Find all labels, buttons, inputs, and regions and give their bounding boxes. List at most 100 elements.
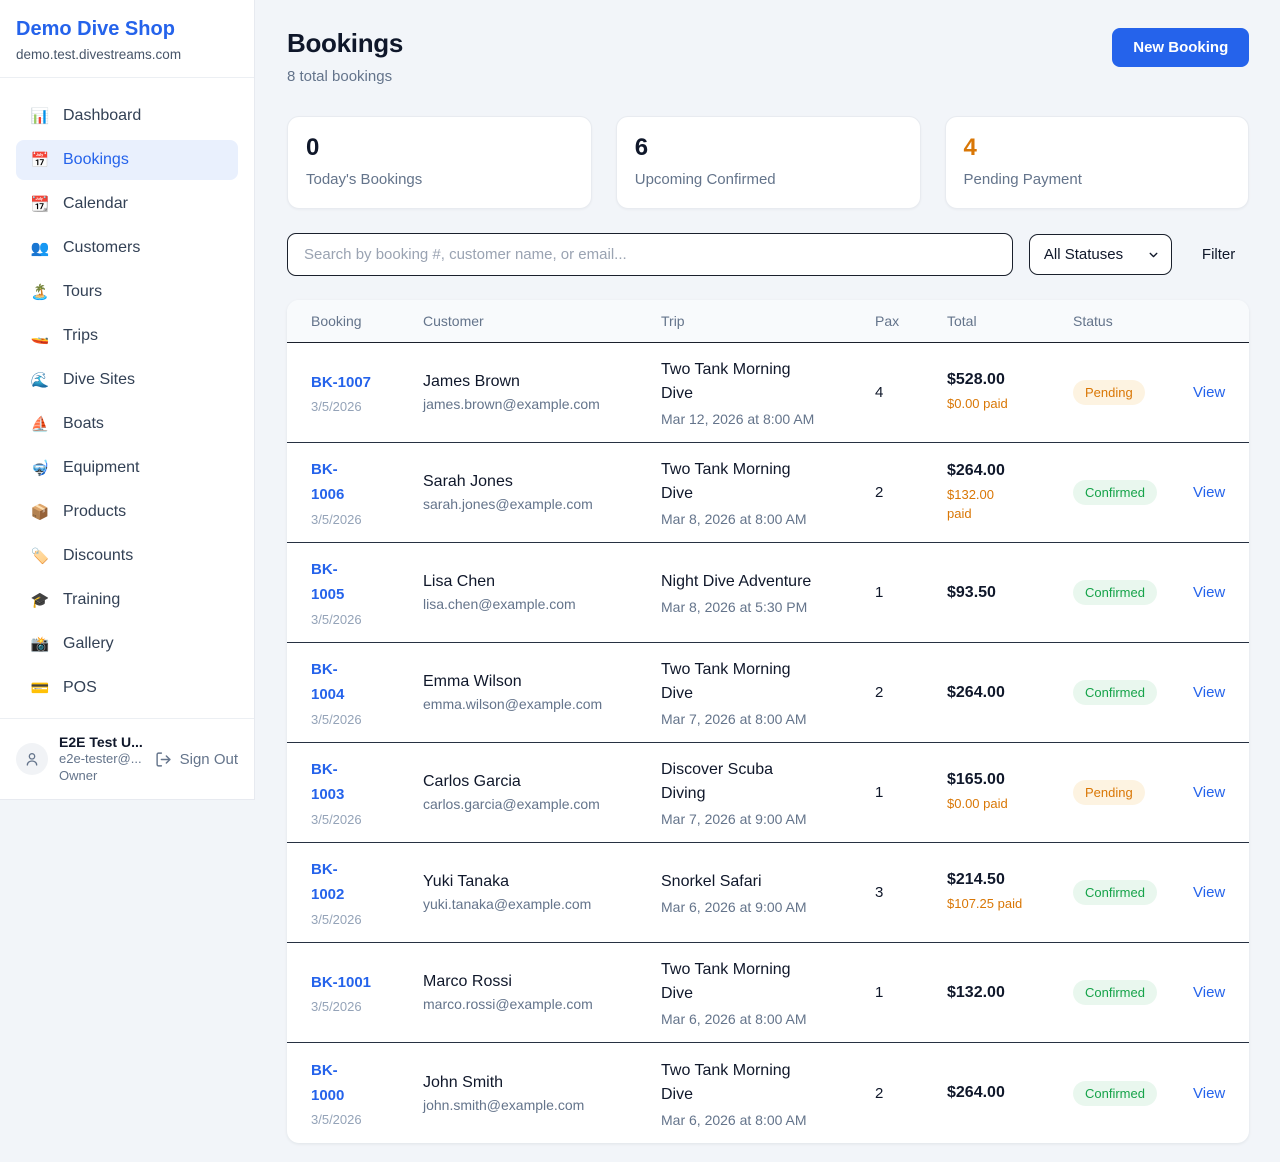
sidebar-item-training[interactable]: 🎓 Training bbox=[16, 580, 238, 620]
table-row: BK-1007 3/5/2026 James Brown james.brown… bbox=[287, 343, 1250, 443]
sidebar-item-gallery[interactable]: 📸 Gallery bbox=[16, 624, 238, 664]
customer-name: John Smith bbox=[423, 1073, 504, 1091]
status-select[interactable]: All Statuses bbox=[1028, 234, 1172, 275]
sidebar-item-label: POS bbox=[63, 679, 97, 696]
new-booking-button[interactable]: New Booking bbox=[1112, 28, 1250, 67]
sidebar-item-boats[interactable]: ⛵ Boats bbox=[16, 404, 238, 444]
customer-email: sarah.jones@example.com bbox=[423, 496, 593, 512]
sign-out-label: Sign Out bbox=[179, 750, 238, 768]
app-domain: demo.test.divestreams.com bbox=[16, 47, 182, 62]
customer-email: john.smith@example.com bbox=[423, 1096, 585, 1113]
pax-count: 4 bbox=[875, 384, 884, 401]
column-header-status: Status bbox=[1073, 313, 1113, 329]
sidebar-item-equipment[interactable]: 🤿 Equipment bbox=[16, 448, 238, 488]
sidebar-item-customers[interactable]: 👥 Customers bbox=[16, 228, 238, 268]
sidebar-item-tours[interactable]: 🏝️ Tours bbox=[16, 272, 238, 312]
trip-name: Two Tank Morning Dive bbox=[661, 661, 791, 702]
booking-id-link[interactable]: BK-1007 bbox=[311, 373, 372, 391]
trip-datetime: Mar 8, 2026 at 8:00 AM bbox=[661, 511, 807, 527]
status-badge: Confirmed bbox=[1073, 580, 1157, 605]
total-amount: $214.50 bbox=[947, 871, 1005, 889]
paid-amount: $107.25 paid bbox=[947, 896, 1023, 912]
booking-date: 3/5/2026 bbox=[311, 811, 362, 827]
table-row: BK-1001 3/5/2026 Marco Rossi marco.rossi… bbox=[287, 943, 1250, 1043]
sidebar-item-bookings[interactable]: 📅 Bookings bbox=[16, 140, 238, 180]
total-amount: $165.00 bbox=[947, 771, 1005, 789]
trip-name: Snorkel Safari bbox=[661, 873, 762, 890]
view-link[interactable]: View bbox=[1193, 484, 1226, 501]
sidebar-item-pos[interactable]: 💳 POS bbox=[16, 668, 238, 708]
stat-card-upcoming-confirmed: 6 Upcoming Confirmed bbox=[615, 116, 921, 209]
pax-count: 1 bbox=[875, 584, 884, 601]
total-amount: $528.00 bbox=[947, 371, 1005, 389]
booking-id-link[interactable]: BK- 1003 bbox=[311, 761, 345, 803]
gallery-icon: 📸 bbox=[30, 636, 50, 653]
status-select-wrap: All Statuses bbox=[1028, 234, 1172, 275]
sidebar-item-dashboard[interactable]: 📊 Dashboard bbox=[16, 96, 238, 136]
booking-date: 3/5/2026 bbox=[311, 911, 362, 927]
view-link[interactable]: View bbox=[1193, 984, 1226, 1001]
calendar-icon: 📆 bbox=[30, 196, 50, 213]
table-row: BK- 1000 3/5/2026 John Smith john.smith@… bbox=[287, 1043, 1249, 1143]
sign-out-icon bbox=[155, 751, 172, 768]
stat-card-pending-payment: 4 Pending Payment bbox=[944, 116, 1250, 209]
booking-id-link[interactable]: BK- 1000 bbox=[311, 1061, 345, 1104]
sidebar-item-label: Calendar bbox=[63, 195, 128, 212]
booking-date: 3/5/2026 bbox=[311, 999, 362, 1015]
customer-email: emma.wilson@example.com bbox=[423, 696, 603, 712]
customer-email: carlos.garcia@example.com bbox=[423, 796, 600, 812]
sidebar-item-calendar[interactable]: 📆 Calendar bbox=[16, 184, 238, 224]
filter-button[interactable]: Filter bbox=[1201, 246, 1236, 263]
user-name: E2E Test U... bbox=[59, 734, 143, 751]
view-link[interactable]: View bbox=[1193, 1084, 1226, 1102]
view-link[interactable]: View bbox=[1193, 584, 1226, 601]
trip-name: Night Dive Adventure bbox=[661, 573, 812, 590]
booking-id-link[interactable]: BK-1001 bbox=[311, 973, 372, 991]
sidebar-item-trips[interactable]: 🚤 Trips bbox=[16, 316, 238, 356]
stat-label: Pending Payment bbox=[963, 171, 1082, 188]
search-input[interactable] bbox=[287, 233, 1013, 276]
booking-id-link[interactable]: BK- 1006 bbox=[311, 461, 345, 503]
stat-value: 0 bbox=[306, 134, 320, 161]
sidebar-item-label: Discounts bbox=[63, 547, 134, 564]
table-row: BK- 1005 3/5/2026 Lisa Chen lisa.chen@ex… bbox=[287, 543, 1250, 643]
sidebar-item-discounts[interactable]: 🏷️ Discounts bbox=[16, 536, 238, 576]
trip-name: Two Tank Morning Dive bbox=[661, 361, 791, 402]
stat-label: Today's Bookings bbox=[306, 171, 423, 188]
paid-amount: $0.00 paid bbox=[947, 796, 1008, 812]
sidebar-item-label: Bookings bbox=[63, 151, 129, 168]
view-link[interactable]: View bbox=[1193, 784, 1226, 801]
sidebar-item-dive-sites[interactable]: 🌊 Dive Sites bbox=[16, 360, 238, 400]
user-icon bbox=[24, 751, 40, 767]
customer-name: Yuki Tanaka bbox=[423, 873, 509, 890]
trip-datetime: Mar 12, 2026 at 8:00 AM bbox=[661, 411, 815, 427]
booking-id-link[interactable]: BK- 1002 bbox=[311, 861, 345, 903]
trip-name: Two Tank Morning Dive bbox=[661, 961, 791, 1002]
trip-name: Discover Scuba Diving bbox=[661, 761, 774, 802]
main-content: Bookings 8 total bookings New Booking 0 … bbox=[255, 0, 1280, 1143]
pax-count: 1 bbox=[875, 984, 884, 1001]
customer-name: James Brown bbox=[423, 373, 520, 390]
sign-out-button[interactable]: Sign Out bbox=[155, 751, 238, 768]
trip-name: Two Tank Morning Dive bbox=[661, 1061, 791, 1103]
customer-name: Emma Wilson bbox=[423, 673, 522, 690]
stats-row: 0 Today's Bookings 6 Upcoming Confirmed … bbox=[287, 116, 1250, 209]
view-link[interactable]: View bbox=[1193, 684, 1226, 701]
view-link[interactable]: View bbox=[1193, 384, 1226, 401]
booking-id-link[interactable]: BK- 1004 bbox=[311, 661, 345, 703]
sidebar-item-label: Equipment bbox=[63, 459, 140, 476]
table-header: Booking Customer Trip Pax Total Status bbox=[287, 300, 1250, 343]
table-row: BK- 1006 3/5/2026 Sarah Jones sarah.jone… bbox=[287, 443, 1250, 543]
status-badge: Confirmed bbox=[1073, 1080, 1157, 1106]
booking-id-link[interactable]: BK- 1005 bbox=[311, 561, 345, 603]
stat-value: 4 bbox=[963, 134, 977, 161]
boats-icon: ⛵ bbox=[30, 416, 50, 433]
customer-email: yuki.tanaka@example.com bbox=[423, 896, 592, 912]
customer-name: Lisa Chen bbox=[423, 573, 496, 590]
booking-date: 3/5/2026 bbox=[311, 511, 362, 527]
pax-count: 2 bbox=[875, 1084, 884, 1102]
sidebar-item-products[interactable]: 📦 Products bbox=[16, 492, 238, 532]
view-link[interactable]: View bbox=[1193, 884, 1226, 901]
trip-name: Two Tank Morning Dive bbox=[661, 461, 791, 502]
